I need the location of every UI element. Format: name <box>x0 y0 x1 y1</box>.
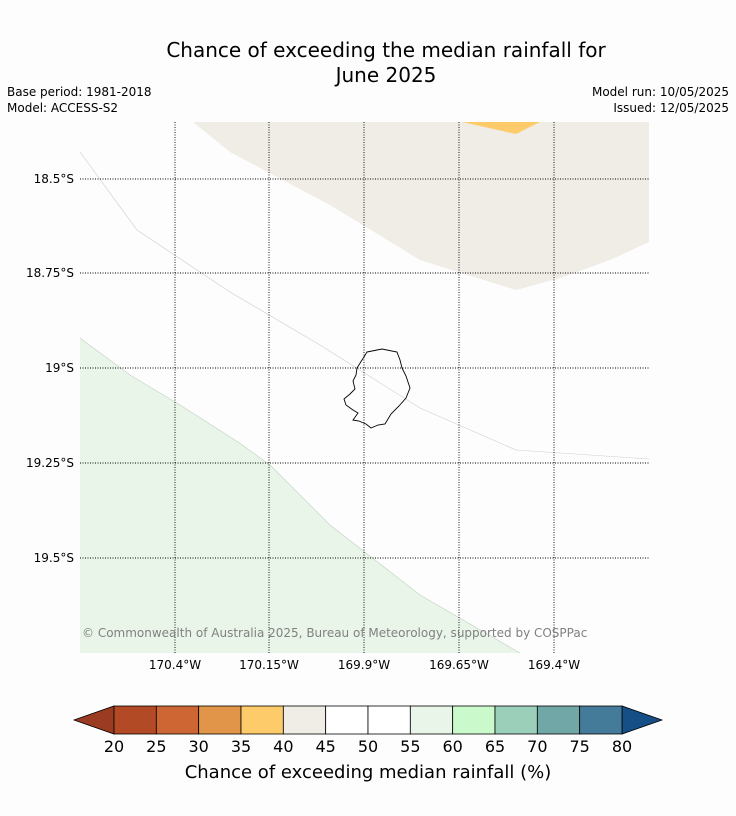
lat-label: 19.5°S <box>34 551 74 565</box>
title-line-2: June 2025 <box>335 63 437 87</box>
colorbar-segment <box>240 705 284 735</box>
lon-labels: 170.4°W 170.15°W 169.9°W 169.65°W 169.4°… <box>149 658 580 672</box>
colorbar-tick-label: 60 <box>442 737 462 756</box>
colorbar-tick-label: 45 <box>315 737 335 756</box>
colorbar-tick-label: 80 <box>612 737 632 756</box>
lon-label: 170.15°W <box>239 658 299 672</box>
lat-label: 19.25°S <box>26 456 74 470</box>
map-panel: © Commonwealth of Australia 2025, Bureau… <box>80 122 649 653</box>
colorbar-tick-label: 20 <box>104 737 124 756</box>
colorbar-over-arrow <box>621 705 664 735</box>
lon-label: 169.4°W <box>528 658 580 672</box>
colorbar-tick-label: 55 <box>400 737 420 756</box>
colorbar-segment <box>409 705 454 735</box>
colorbar-segment <box>452 705 496 735</box>
gridlines <box>80 122 649 653</box>
lat-labels: 18.5°S 18.75°S 19°S 19.25°S 19.5°S <box>26 172 74 565</box>
model-run: Model run: 10/05/2025 <box>591 85 729 99</box>
meta-right: Model run: 10/05/2025 Issued: 12/05/2025 <box>592 84 729 116</box>
colorbar: 20 25 30 35 40 45 50 55 60 65 70 75 80 <box>72 705 664 756</box>
region-35-40 <box>462 122 540 134</box>
base-period: Base period: 1981-2018 <box>7 85 152 99</box>
contour-line-green <box>80 337 521 653</box>
colorbar-under-arrow <box>72 705 115 735</box>
copyright-text: © Commonwealth of Australia 2025, Bureau… <box>82 626 587 640</box>
colorbar-tick-label: 30 <box>188 737 208 756</box>
issued-date: Issued: 12/05/2025 <box>613 101 729 115</box>
title-line-1: Chance of exceeding the median rainfall … <box>166 38 606 62</box>
colorbar-label: Chance of exceeding median rainfall (%) <box>185 762 552 783</box>
lat-label: 18.5°S <box>34 172 74 186</box>
lon-label: 170.4°W <box>149 658 201 672</box>
colorbar-tick-label: 35 <box>231 737 251 756</box>
model-name: Model: ACCESS-S2 <box>7 101 119 115</box>
contour-line <box>80 151 649 460</box>
lon-label: 169.65°W <box>429 658 489 672</box>
meta-left: Base period: 1981-2018 Model: ACCESS-S2 <box>7 84 152 116</box>
colorbar-segment <box>494 705 538 735</box>
colorbar-segment <box>579 705 623 735</box>
colorbar-segment <box>198 705 242 735</box>
region-40-45 <box>193 122 649 290</box>
colorbar-segment <box>282 705 327 735</box>
colorbar-tick-label: 65 <box>485 737 505 756</box>
island-outline <box>343 348 411 429</box>
colorbar-segment <box>325 705 369 735</box>
colorbar-tick-label: 50 <box>358 737 378 756</box>
region-55-60 <box>80 338 520 653</box>
colorbar-segment <box>155 705 200 735</box>
colorbar-segment <box>113 705 157 735</box>
colorbar-tick-label: 75 <box>569 737 589 756</box>
lat-label: 19°S <box>45 361 74 375</box>
colorbar-segment <box>367 705 411 735</box>
colorbar-tick-label: 25 <box>146 737 166 756</box>
colorbar-tick-label: 70 <box>527 737 547 756</box>
lat-label: 18.75°S <box>26 266 74 280</box>
map-title: Chance of exceeding the median rainfall … <box>0 38 736 88</box>
colorbar-segment <box>536 705 581 735</box>
lon-label: 169.9°W <box>338 658 390 672</box>
colorbar-tick-label: 40 <box>273 737 293 756</box>
